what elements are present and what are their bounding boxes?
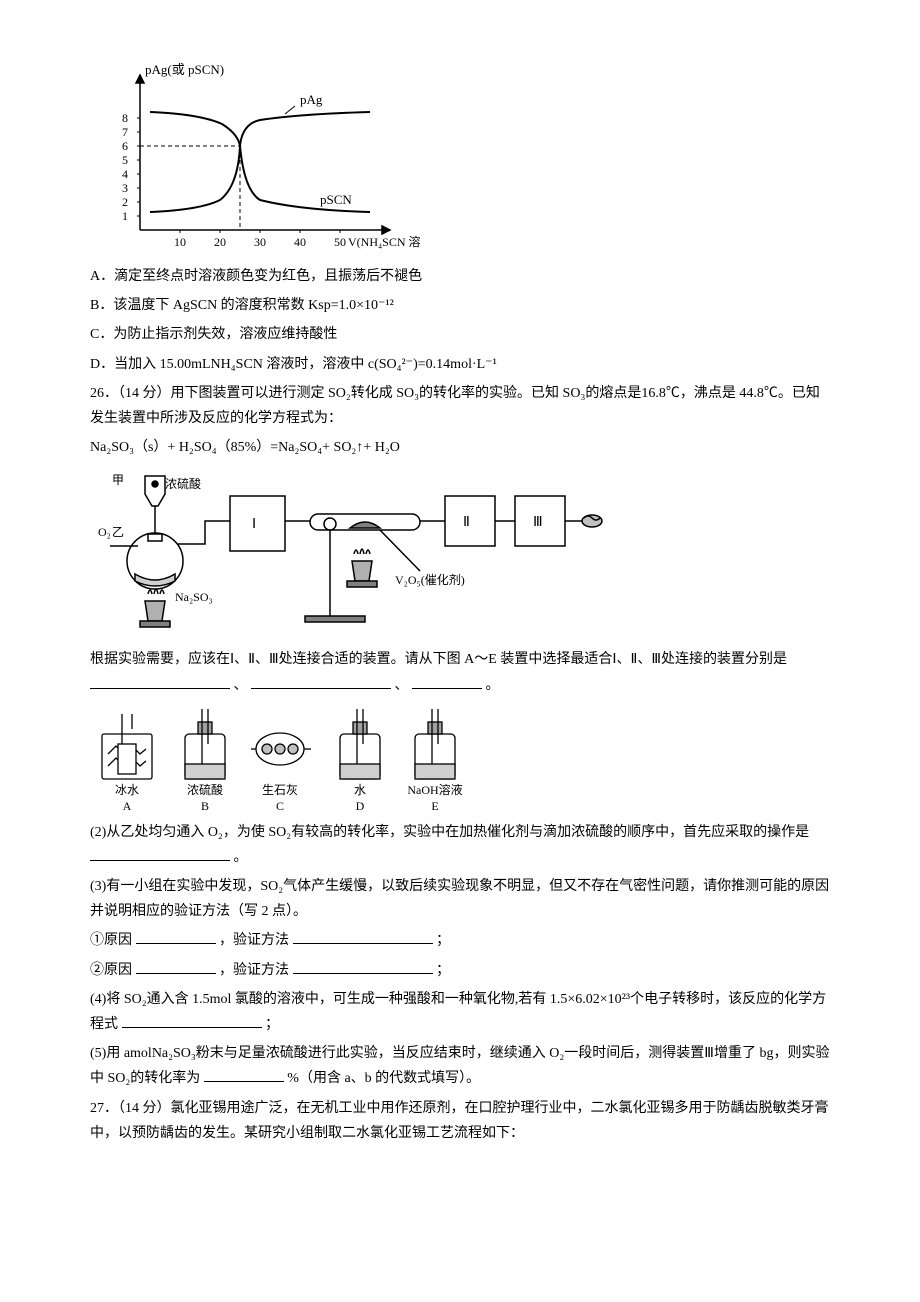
pscn-label: pSCN [320,192,352,207]
svg-text:生石灰: 生石灰 [262,783,298,797]
svg-text:B: B [201,799,209,813]
svg-text:甲: 甲 [112,473,124,487]
option-c: C．为防止指示剂失效，溶液应维持酸性 [90,322,830,347]
q26-sub3: (3)有一小组在实验中发现，SO₂气体产生缓慢，以致后续实验现象不明显，但又不存… [90,874,830,924]
chart-x-title: V(NH₄SCN 溶液)/mL [348,234,420,249]
svg-text:1: 1 [122,209,128,223]
reason1-label: ①原因 [90,933,132,948]
svg-text:6: 6 [122,139,128,153]
blank-first-op[interactable] [90,846,230,861]
q26-stem: 26．（14 分）用下图装置可以进行测定 SO₂转化成 SO₃的转化率的实验。已… [90,381,830,431]
q26-sub4-end: ； [265,1017,279,1032]
titration-chart: 1 2 3 4 5 6 7 8 10 20 30 40 50 pAg pSCN … [90,60,420,260]
svg-text:40: 40 [294,235,306,249]
svg-text:Ⅰ: Ⅰ [252,517,256,532]
reason2-label: ②原因 [90,963,132,978]
svg-text:冰水: 冰水 [115,783,139,797]
svg-text:4: 4 [122,167,128,181]
q26-sub5: (5)用 amolNa₂SO₃粉末与足量浓硫酸进行此实验，当反应结束时，继续通入… [90,1041,830,1091]
svg-text:C: C [276,799,284,813]
q26-sub3-line2: ②原因 ，验证方法 ； [90,958,830,983]
sub1-end: 。 [486,678,500,693]
pag-label: pAg [300,92,323,107]
svg-text:30: 30 [254,235,266,249]
q26-sub1-text: 根据实验需要，应该在Ⅰ、Ⅱ、Ⅲ处连接合适的装置。请从下图 A～E 装置中选择最适… [90,652,787,667]
q26-sub1: 根据实验需要，应该在Ⅰ、Ⅱ、Ⅲ处连接合适的装置。请从下图 A～E 装置中选择最适… [90,647,830,697]
blank-equation[interactable] [122,1013,262,1028]
q26-sub4: (4)将 SO₂通入含 1.5mol 氯酸的溶液中，可生成一种强酸和一种氧化物,… [90,987,830,1037]
svg-text:20: 20 [214,235,226,249]
chart-y-title: pAg(或 pSCN) [145,62,224,77]
q26-equation: Na₂SO₃（s）+ H₂SO₄（85%）=Na₂SO₄+ SO₂↑+ H₂O [90,435,830,460]
blank-verify2[interactable] [293,959,433,974]
svg-text:E: E [431,799,438,813]
q26-sub2-text: (2)从乙处均匀通入 O₂，为使 SO₂有较高的转化率，实验中在加热催化剂与滴加… [90,825,809,840]
svg-text:乙: 乙 [112,525,124,539]
q27-stem: 27．（14 分）氯化亚锡用途广泛，在无机工业中用作还原剂，在口腔护理行业中，二… [90,1096,830,1146]
svg-text:10: 10 [174,235,186,249]
blank-reason2[interactable] [136,959,216,974]
semi1: ； [436,933,450,948]
svg-text:D: D [356,799,365,813]
svg-text:2: 2 [122,195,128,209]
svg-text:7: 7 [122,125,128,139]
q26-sub2-end: 。 [234,850,248,865]
svg-text:NaOH溶液: NaOH溶液 [407,782,462,797]
svg-text:水: 水 [354,783,366,797]
option-d: D．当加入 15.00mLNH₄SCN 溶液时，溶液中 c(SO₄²⁻)=0.1… [90,352,830,377]
q26-sub3-line1: ①原因 ，验证方法 ； [90,928,830,953]
svg-text:3: 3 [122,181,128,195]
svg-text:浓硫酸: 浓硫酸 [187,782,223,797]
svg-text:Ⅲ: Ⅲ [533,515,543,530]
verify2-label: ，验证方法 [219,963,289,978]
svg-text:50: 50 [334,235,346,249]
svg-text:V₂O₅(催化剂): V₂O₅(催化剂) [395,572,465,587]
q26-sub2: (2)从乙处均匀通入 O₂，为使 SO₂有较高的转化率，实验中在加热催化剂与滴加… [90,820,830,870]
svg-text:浓硫酸: 浓硫酸 [165,476,201,491]
sep2: 、 [395,678,409,693]
q26-sub5-end: %（用含 a、b 的代数式填写）。 [287,1071,480,1086]
svg-text:Ⅱ: Ⅱ [463,515,470,530]
apparatus-diagram: 甲 O₂ 乙 浓硫酸 Na₂SO₃ Ⅰ Ⅱ Ⅲ V₂O₅(催化剂) [90,466,610,641]
blank-II[interactable] [251,674,391,689]
blank-reason1[interactable] [136,929,216,944]
svg-text:O₂: O₂ [98,525,111,539]
verify1-label: ，验证方法 [219,933,289,948]
sep1: 、 [234,678,248,693]
blank-III[interactable] [412,674,482,689]
blank-I[interactable] [90,674,230,689]
choice-bottles: 冰水 浓硫酸 生石灰 水 NaOH溶液 A B C D E [90,704,490,814]
svg-text:8: 8 [122,111,128,125]
option-b: B．该温度下 AgSCN 的溶度积常数 Ksp=1.0×10⁻¹² [90,293,830,318]
semi2: ； [436,963,450,978]
blank-verify1[interactable] [293,929,433,944]
svg-text:A: A [123,799,132,813]
blank-conversion[interactable] [204,1067,284,1082]
svg-text:5: 5 [122,153,128,167]
option-a: A．滴定至终点时溶液颜色变为红色，且振荡后不褪色 [90,264,830,289]
svg-text:Na₂SO₃: Na₂SO₃ [175,590,213,604]
